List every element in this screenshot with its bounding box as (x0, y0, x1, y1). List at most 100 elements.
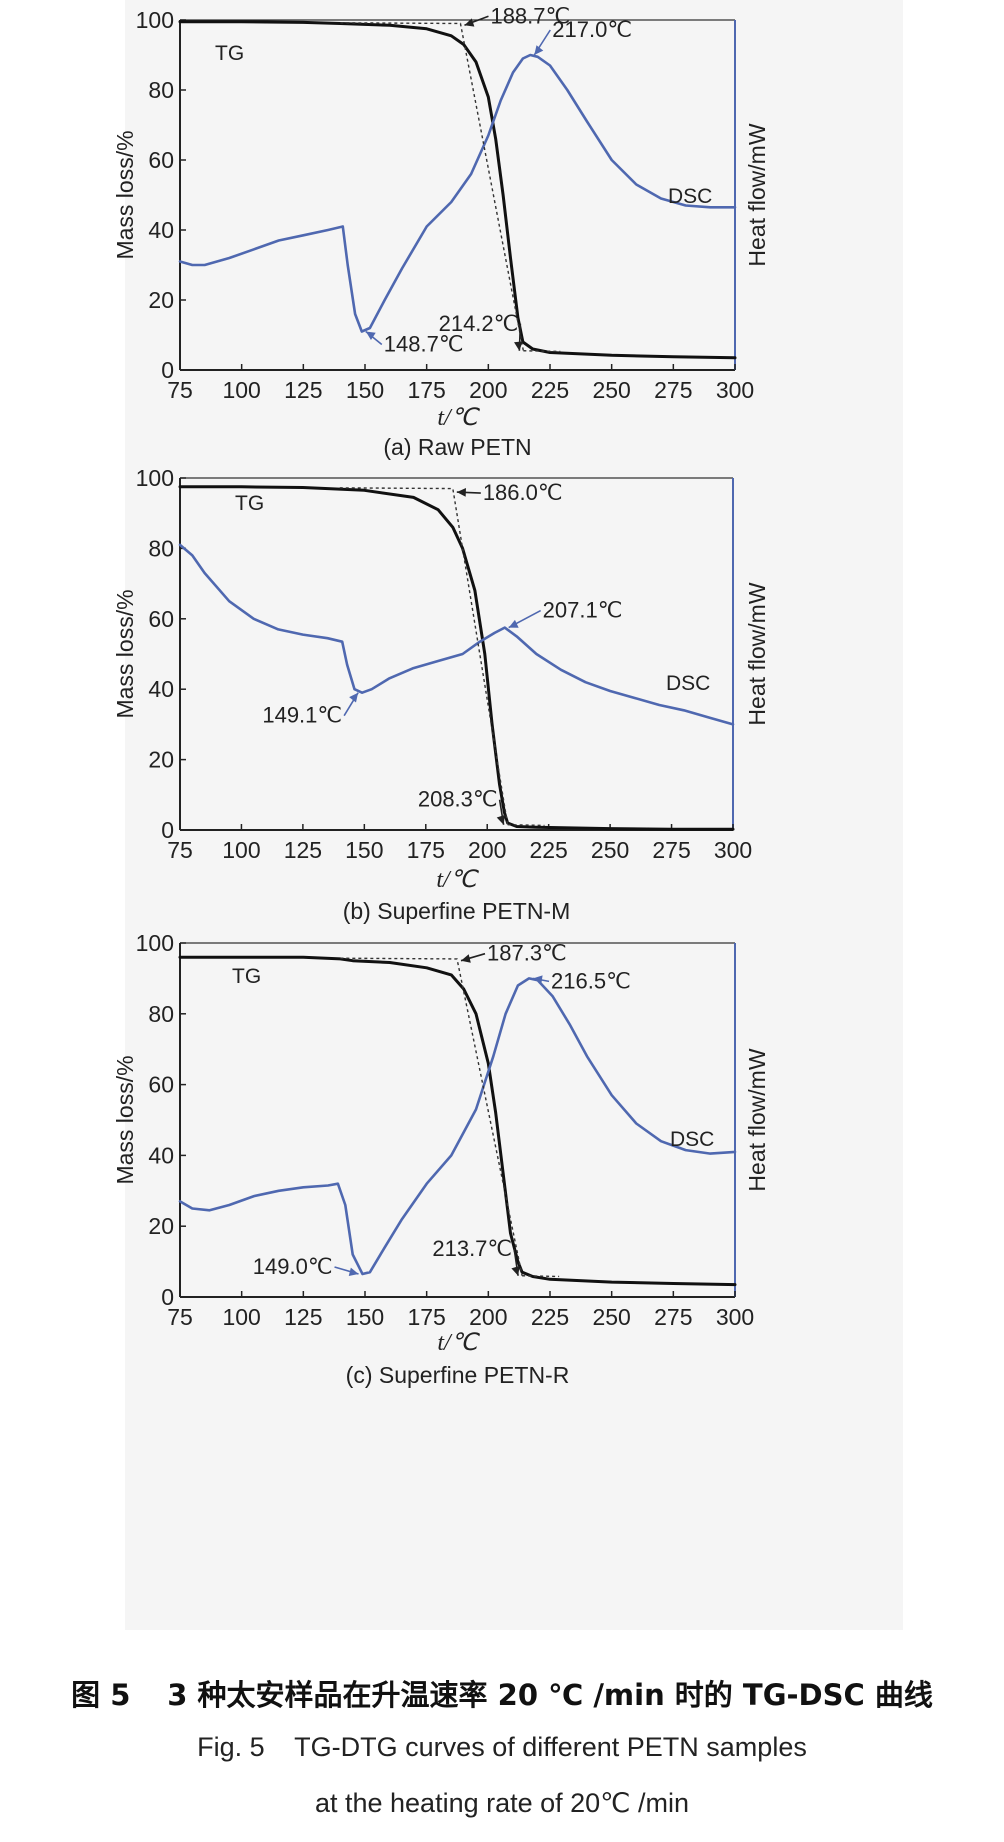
chart-a-y-axis-title-left: Mass loss/% (112, 130, 138, 259)
chart-b-x-tick-label: 150 (345, 837, 383, 863)
chart-b-y-tick-label: 60 (148, 606, 174, 632)
chart-a-y-tick-label: 0 (161, 357, 174, 383)
chart-b-annotation-arrowhead (349, 692, 359, 703)
chart-c-y-tick-label: 100 (136, 930, 174, 956)
chart-b-annotation-label: 208.3℃ (418, 787, 498, 812)
chart-c-x-tick-label: 100 (222, 1304, 260, 1330)
chart-b-x-tick-label: 100 (222, 837, 260, 863)
chart-a-x-tick-label: 275 (654, 377, 692, 403)
chart-c-annotation-label: 187.3℃ (487, 941, 567, 966)
chart-c-annotation-label: 213.7℃ (432, 1236, 512, 1261)
chart-b-caption: (b) Superfine PETN-M (343, 898, 571, 924)
chart-b-y-tick-label: 100 (136, 465, 174, 491)
chart-c-annotation-label: 216.5℃ (551, 968, 631, 993)
chart-c-tg-curve-label: TG (232, 965, 261, 988)
chart-a-x-tick-label: 75 (167, 377, 193, 403)
chart-a-caption: (a) Raw PETN (383, 434, 531, 460)
chart-a-x-tick-label: 125 (284, 377, 322, 403)
charts-svg: 75 100 125 150 175 200 225 250 275 30002040608010… (112, 3, 770, 1388)
chart-a-x-tick-label: 175 (407, 377, 445, 403)
chart-b-x-tick-label: 75 (167, 837, 193, 863)
chart-c-x-axis-title: t/℃ (437, 1330, 480, 1356)
chart-a-annotation-label: 214.2℃ (439, 311, 519, 336)
chart-b-x-tick-label: 125 (284, 837, 322, 863)
chart-b-x-tick-label: 275 (652, 837, 690, 863)
chart-c-x-tick-label: 275 (654, 1304, 692, 1330)
chart-b-x-axis-title: t/℃ (436, 867, 479, 893)
chart-b-tg-curve-label: TG (235, 492, 264, 515)
chart-c-x-tick-label: 175 (407, 1304, 445, 1330)
chart-b-x-tick-label: 175 (407, 837, 445, 863)
chart-c-annotation-arrowhead (511, 1265, 520, 1276)
chart-b-y-tick-label: 20 (148, 747, 174, 773)
chart-c-x-tick-label: 300 (716, 1304, 754, 1330)
chart-b-annotation-arrowhead (496, 814, 506, 825)
chart-a-series-tg-line (178, 20, 737, 360)
chart-a-x-tick-label: 100 (222, 377, 260, 403)
chart-a-onset-tangent-line (340, 22, 525, 351)
chart-c-y-axis-title-right: Heat flow/mW (744, 1048, 770, 1191)
chart-b-x-tick-label: 300 (714, 837, 752, 863)
chart-c-annotation-arrowhead (348, 1267, 359, 1277)
chart-c-y-tick-label: 40 (148, 1142, 174, 1168)
chart-b-y-tick-label: 80 (148, 535, 174, 561)
chart-b-annotation-arrowhead (456, 488, 466, 497)
chart-a-y-tick-label: 80 (148, 77, 174, 103)
chart-a-annotation-arrowhead (534, 45, 544, 55)
chart-a-dsc-curve-label: DSC (668, 185, 712, 208)
chart-c-x-tick-label: 125 (284, 1304, 322, 1330)
chart-c-endset-tangent-line (522, 1275, 560, 1278)
caption-cn-figure-number: 图 5 (71, 1678, 131, 1712)
chart-c-x-tick-label: 225 (531, 1304, 569, 1330)
chart-b-endset-tangent-line (507, 824, 545, 827)
chart-b-series-dsc-line (178, 543, 735, 726)
chart-c-dsc-curve-label: DSC (670, 1128, 714, 1151)
chart-a-x-tick-label: 300 (716, 377, 754, 403)
chart-b-y-tick-label: 0 (161, 817, 174, 843)
chart-a-y-tick-label: 100 (136, 7, 174, 33)
chart-a-x-tick-label: 250 (592, 377, 630, 403)
chart-b-annotation-arrowhead (508, 619, 519, 628)
chart-c-annotation-arrowhead (533, 975, 543, 985)
chart-c-y-tick-label: 80 (148, 1001, 174, 1027)
caption-chinese: 图 5 3 种太安样品在升温速率 20 ℃ /min 时的 TG-DSC 曲线 (0, 1672, 1004, 1714)
chart-c-annotation-label: 149.0℃ (253, 1254, 333, 1279)
chart-a-annotation-label: 188.7℃ (490, 3, 570, 28)
chart-c-y-axis-title-left: Mass loss/% (112, 1055, 138, 1184)
chart-c-onset-tangent-line (340, 957, 523, 1276)
chart-a-x-axis-title: t/℃ (437, 405, 480, 431)
chart-b-onset-tangent-line (339, 487, 509, 825)
chart-a-tg-curve-label: TG (215, 42, 244, 65)
chart-c-series-dsc-line (178, 977, 737, 1276)
chart-c-caption: (c) Superfine PETN-R (346, 1362, 570, 1388)
chart-b-x-tick-label: 200 (468, 837, 506, 863)
chart-c-x-tick-label: 75 (167, 1304, 193, 1330)
chart-b-dsc-curve-label: DSC (666, 672, 710, 695)
chart-b-annotation-label: 149.1℃ (262, 703, 342, 728)
chart-c-x-tick-label: 150 (346, 1304, 384, 1330)
caption-english-line-2: at the heating rate of 20℃ /min (314, 1788, 690, 1818)
chart-a-annotation-arrowhead (464, 18, 475, 27)
chart-a-annotation-arrowhead (365, 331, 376, 341)
chart-b-y-axis-title-right: Heat flow/mW (744, 582, 770, 725)
chart-a-annotation-label: 148.7℃ (384, 332, 464, 357)
chart-a-y-tick-label: 40 (148, 217, 174, 243)
chart-b-series-tg-line (178, 485, 735, 831)
chart-a-series-dsc-line (178, 53, 737, 333)
chart-b-annotation-label: 186.0℃ (483, 480, 563, 505)
chart-a-y-axis-title-right: Heat flow/mW (744, 123, 770, 266)
chart-a-annotation-arrowhead (514, 341, 523, 351)
chart-b-y-tick-label: 40 (148, 676, 174, 702)
chart-b-annotation-label: 207.1℃ (543, 598, 623, 623)
chart-b-x-tick-label: 225 (529, 837, 567, 863)
chart-c-y-tick-label: 0 (161, 1284, 174, 1310)
chart-c-y-tick-label: 20 (148, 1213, 174, 1239)
chart-a-y-tick-label: 60 (148, 147, 174, 173)
chart-c-x-tick-label: 200 (469, 1304, 507, 1330)
chart-a-x-tick-label: 225 (531, 377, 569, 403)
chart-a-annotation-label: 217.0℃ (552, 17, 632, 42)
chart-c-y-tick-label: 60 (148, 1072, 174, 1098)
chart-b-y-axis-title-left: Mass loss/% (112, 589, 138, 718)
chart-c-x-tick-label: 250 (592, 1304, 630, 1330)
chart-c-series-tg-line (178, 955, 737, 1287)
